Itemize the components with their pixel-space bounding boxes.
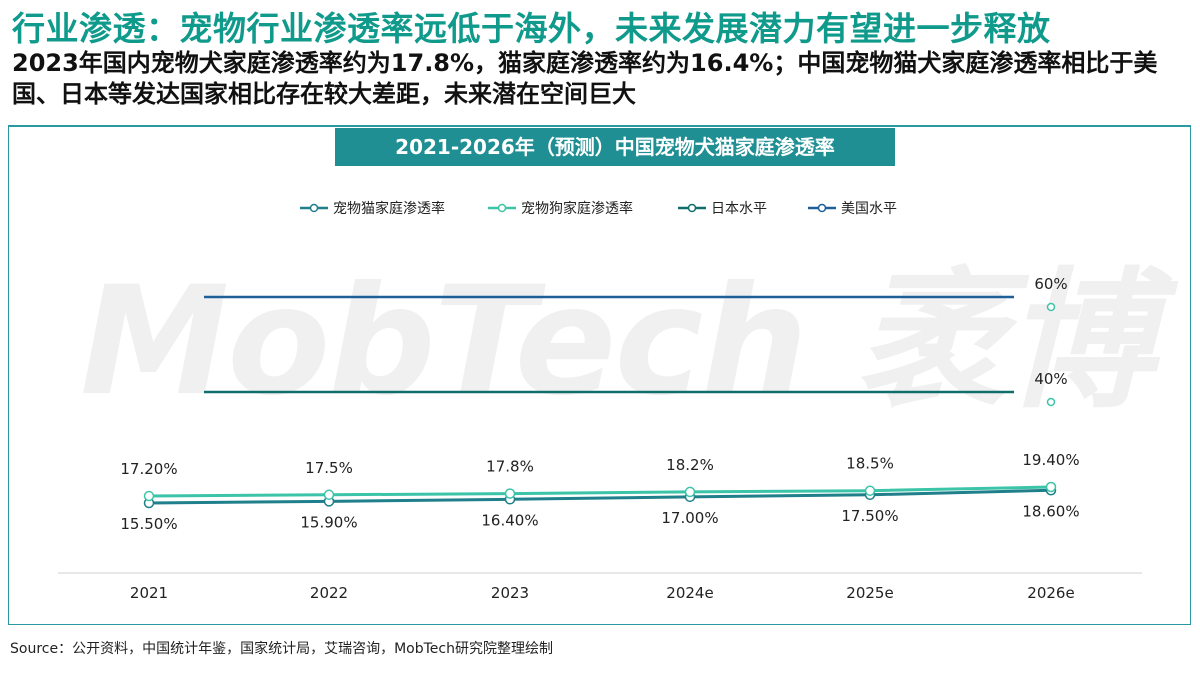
series-point — [504, 488, 516, 499]
data-label: 17.20% — [120, 460, 177, 478]
data-label: 17.8% — [486, 458, 534, 476]
data-label: 15.50% — [120, 515, 177, 533]
data-label: 18.5% — [846, 455, 894, 473]
series-line — [148, 488, 1052, 505]
series-point — [323, 489, 335, 501]
data-label: 17.00% — [661, 509, 718, 527]
page-title: 行业渗透：宠物行业渗透率远低于海外，未来发展潜力有望进一步释放 — [12, 9, 1051, 48]
legend-marker — [309, 203, 319, 213]
data-label: 17.50% — [841, 507, 898, 525]
legend-marker — [687, 203, 697, 213]
x-tick-label: 2022 — [310, 584, 348, 602]
x-tick-label: 2025e — [846, 584, 893, 602]
data-label: 16.40% — [481, 511, 538, 529]
data-label: 15.90% — [300, 513, 357, 531]
legend-marker — [497, 203, 507, 213]
page-subtitle: 2023年国内宠物犬家庭渗透率约为17.8%，猫家庭渗透率约为16.4%；中国宠… — [12, 49, 1158, 108]
legend-label: 美国水平 — [841, 201, 897, 217]
chart-title: 2021-2026年（预测）中国宠物犬猫家庭渗透率 — [335, 128, 895, 166]
legend-label: 宠物狗家庭渗透率 — [521, 200, 633, 217]
series-point — [684, 486, 696, 498]
watermark-logo: MobTech 袤博 — [80, 255, 1154, 429]
chart-legend: 宠物猫家庭渗透率 宠物狗家庭渗透率 日本水平 美国水平 — [300, 200, 897, 217]
data-label: 19.40% — [1022, 451, 1079, 469]
plot-area: 15.50% 15.90% 16.40% 17.00% 17.50% 18.60% 17.2… — [120, 275, 1079, 533]
data-label: 17.5% — [305, 459, 353, 477]
data-label: 60% — [1034, 275, 1067, 293]
legend-label: 日本水平 — [711, 201, 767, 217]
chart-frame — [8, 125, 1191, 625]
x-tick-label: 2023 — [491, 584, 529, 602]
legend-marker — [817, 203, 827, 213]
legend-label: 宠物猫家庭渗透率 — [333, 200, 445, 217]
data-label: 18.60% — [1022, 502, 1079, 520]
x-tick-label: 2021 — [130, 584, 168, 602]
source-note: Source：公开资料，中国统计年鉴，国家统计局，艾瑞咨询，MobTech研究院… — [10, 641, 553, 657]
series-point — [864, 485, 876, 496]
series-point — [1046, 302, 1056, 312]
series-point — [1045, 481, 1057, 493]
series-point — [143, 490, 155, 502]
x-axis: 2021 2022 2023 2024e 2025e 2026e — [58, 572, 1142, 602]
series-point — [1046, 397, 1056, 407]
x-tick-label: 2026e — [1027, 584, 1074, 602]
data-label: 40% — [1034, 370, 1067, 388]
x-tick-label: 2024e — [666, 584, 713, 602]
data-label: 18.2% — [666, 456, 714, 474]
series-line — [148, 485, 1052, 498]
